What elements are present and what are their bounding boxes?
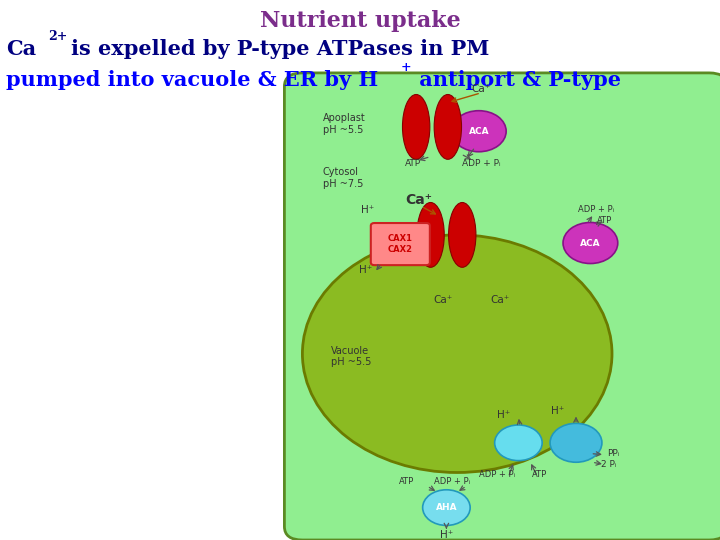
Text: H⁺: H⁺ — [361, 205, 374, 214]
Text: PPᵢ: PPᵢ — [607, 449, 620, 458]
Ellipse shape — [434, 94, 462, 159]
Text: ACA: ACA — [469, 127, 489, 136]
Text: ADP + Pᵢ: ADP + Pᵢ — [578, 205, 614, 214]
Ellipse shape — [302, 235, 612, 472]
Text: antiport & P-type: antiport & P-type — [412, 70, 621, 90]
Text: ATP: ATP — [405, 159, 421, 167]
Text: CAX1
CAX2: CAX1 CAX2 — [388, 234, 413, 254]
Text: AHA: AHA — [436, 503, 457, 512]
Text: ADP + Pᵢ: ADP + Pᵢ — [462, 159, 500, 167]
Circle shape — [563, 222, 618, 264]
Text: ATP: ATP — [532, 470, 548, 478]
Text: is expelled by P-type ATPases in PM: is expelled by P-type ATPases in PM — [71, 39, 489, 59]
Text: pumped into vacuole & ER by H: pumped into vacuole & ER by H — [6, 70, 378, 90]
Text: Nutrient uptake: Nutrient uptake — [260, 10, 460, 32]
Text: +: + — [400, 61, 411, 74]
Text: H⁺: H⁺ — [359, 265, 372, 275]
Circle shape — [423, 490, 470, 525]
Text: Ca⁺: Ca⁺ — [472, 84, 490, 94]
Text: ADP + Pᵢ: ADP + Pᵢ — [479, 470, 515, 478]
Text: Cytosol
pH ~7.5: Cytosol pH ~7.5 — [323, 167, 363, 189]
Text: Ca: Ca — [6, 39, 36, 59]
Text: 2+: 2+ — [48, 30, 68, 43]
Text: H⁺: H⁺ — [440, 530, 453, 539]
Circle shape — [495, 425, 542, 461]
Text: Ca⁺: Ca⁺ — [405, 193, 433, 207]
Ellipse shape — [417, 202, 444, 267]
Text: ATP: ATP — [399, 477, 415, 486]
Ellipse shape — [402, 94, 430, 159]
Text: ACA: ACA — [580, 239, 600, 247]
Text: ATP: ATP — [597, 216, 612, 225]
Text: H⁺: H⁺ — [498, 410, 510, 420]
Circle shape — [550, 423, 602, 462]
Text: H⁺: H⁺ — [552, 407, 564, 416]
Text: ADP + Pᵢ: ADP + Pᵢ — [434, 477, 470, 486]
Text: 2 Pᵢ: 2 Pᵢ — [600, 460, 616, 469]
Text: Apoplast
pH ~5.5: Apoplast pH ~5.5 — [323, 113, 365, 135]
FancyBboxPatch shape — [371, 223, 430, 265]
Text: Ca⁺: Ca⁺ — [491, 295, 510, 305]
Ellipse shape — [449, 202, 476, 267]
Text: Ca⁺: Ca⁺ — [433, 295, 452, 305]
Text: Vacuole
pH ~5.5: Vacuole pH ~5.5 — [331, 346, 372, 367]
Circle shape — [451, 111, 506, 152]
FancyBboxPatch shape — [284, 73, 720, 540]
